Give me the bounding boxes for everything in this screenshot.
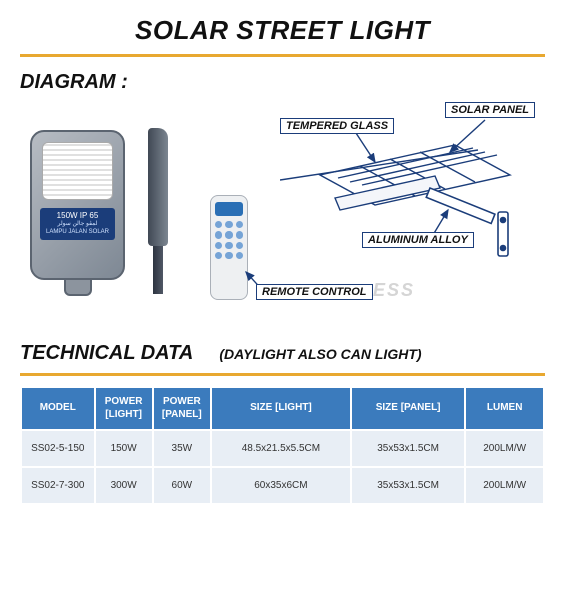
table-row: SS02-5-150 150W 35W 48.5x21.5x5.5CM 35x5… [22, 431, 543, 466]
col-lumen: LUMEN [466, 388, 543, 429]
cell-lumen: 200LM/W [466, 431, 543, 466]
cell-power-light: 300W [96, 468, 152, 503]
cell-size-panel: 35x53x1.5CM [352, 468, 464, 503]
diagram-area: 150W IP 65 لمڤو جالن سولر LAMPU JALAN SO… [20, 100, 545, 330]
technical-data-rule [20, 373, 545, 376]
cell-lumen: 200LM/W [466, 468, 543, 503]
col-model: MODEL [22, 388, 94, 429]
title-rule [20, 54, 545, 57]
page-title: SOLAR STREET LIGHT [20, 15, 545, 46]
cell-model: SS02-5-150 [22, 431, 94, 466]
cell-power-panel: 60W [154, 468, 210, 503]
diagram-heading: DIAGRAM : [20, 71, 545, 94]
cell-size-light: 60x35x6CM [212, 468, 350, 503]
technical-data-note: (DAYLIGHT ALSO CAN LIGHT) [219, 346, 421, 362]
table-header-row: MODEL POWER [LIGHT] POWER [PANEL] SIZE [… [22, 388, 543, 429]
cell-size-panel: 35x53x1.5CM [352, 431, 464, 466]
technical-data-heading: TECHNICAL DATA [20, 342, 193, 365]
callout-remote-control: REMOTE CONTROL [256, 284, 373, 300]
col-power-light: POWER [LIGHT] [96, 388, 152, 429]
col-size-panel: SIZE [PANEL] [352, 388, 464, 429]
cell-model: SS02-7-300 [22, 468, 94, 503]
spec-table: MODEL POWER [LIGHT] POWER [PANEL] SIZE [… [20, 386, 545, 505]
cell-size-light: 48.5x21.5x5.5CM [212, 431, 350, 466]
col-power-panel: POWER [PANEL] [154, 388, 210, 429]
table-row: SS02-7-300 300W 60W 60x35x6CM 35x53x1.5C… [22, 468, 543, 503]
col-size-light: SIZE [LIGHT] [212, 388, 350, 429]
cell-power-panel: 35W [154, 431, 210, 466]
cell-power-light: 150W [96, 431, 152, 466]
